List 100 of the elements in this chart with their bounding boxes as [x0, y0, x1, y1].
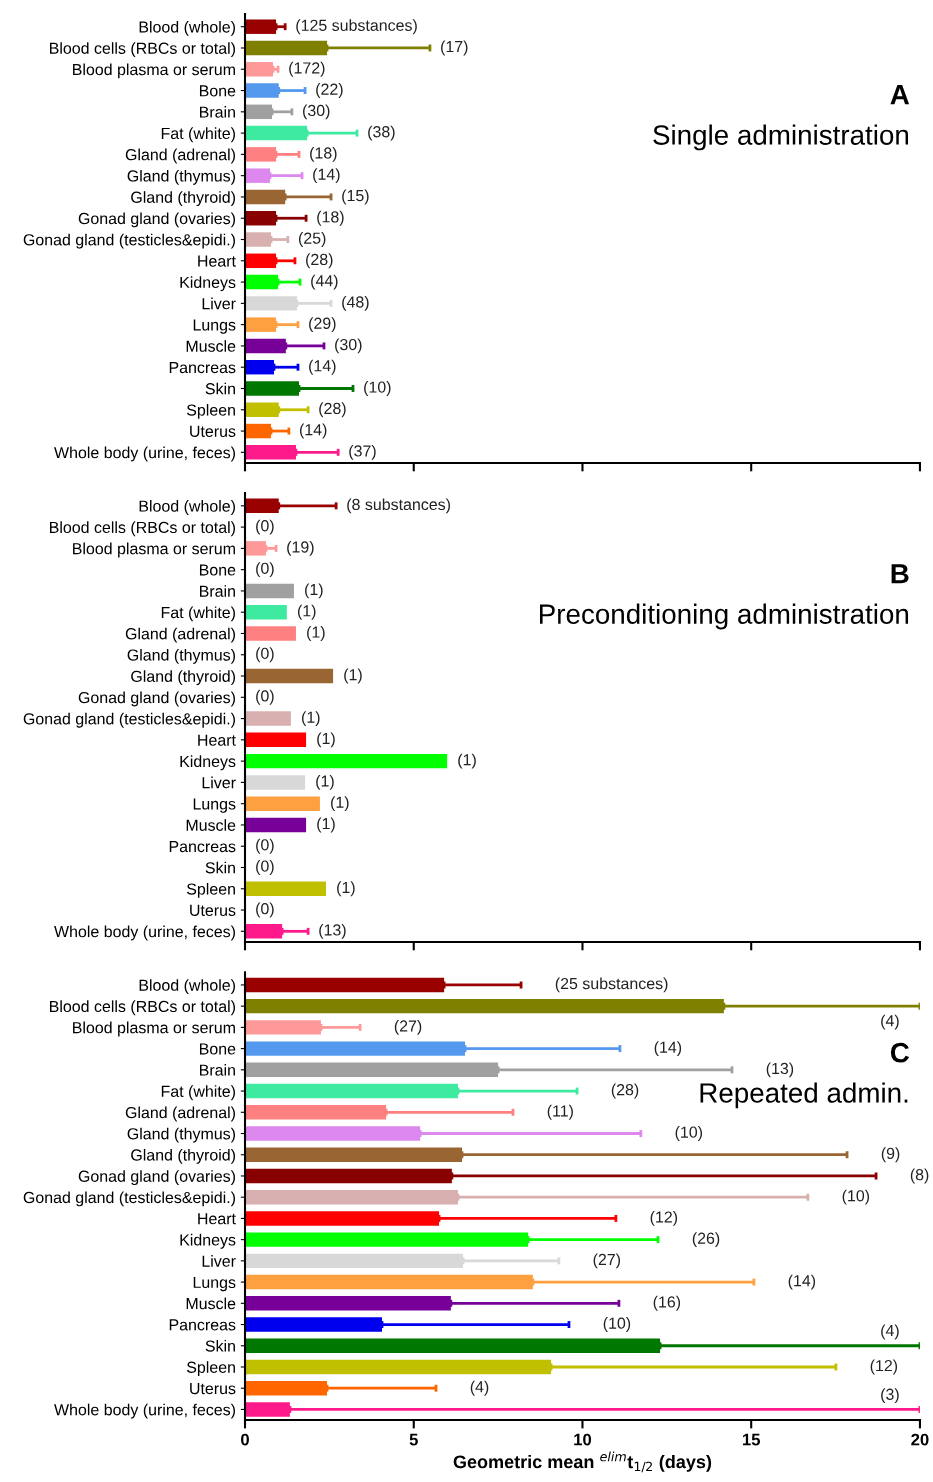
y-tick-label: Heart: [198, 1213, 236, 1225]
annotation: (1): [337, 881, 355, 897]
y-tick-label: Brain: [200, 585, 235, 597]
text: Repeated admin.: [700, 1082, 908, 1109]
x-tick-label: 15: [742, 1433, 761, 1446]
annotation: (1): [305, 583, 323, 599]
bar: [245, 604, 287, 620]
y-tick-label: Heart: [198, 734, 236, 746]
bar: [245, 977, 445, 993]
x-tick-label: 20: [911, 1433, 929, 1446]
annotation: (14): [299, 423, 327, 439]
annotation: (18): [317, 210, 344, 226]
bar: [245, 732, 307, 748]
y-tick-label: Skin: [205, 861, 235, 874]
annotation: (4): [470, 1380, 489, 1396]
annotation: (0): [256, 860, 274, 875]
bar: [245, 753, 448, 769]
y-tick-label: Gonad gland (ovaries): [78, 691, 235, 707]
y-tick-label: Kidneys: [180, 276, 236, 292]
y-tick-label: Brain: [200, 106, 235, 118]
x-tick-label: 5: [409, 1433, 418, 1446]
y-tick-label: Lungs: [193, 319, 236, 334]
y-tick-label: Heart: [198, 255, 236, 267]
annotation: (27): [593, 1253, 621, 1269]
y-tick-label: Fat (white): [161, 127, 235, 143]
bar: [245, 1147, 462, 1162]
y-tick-label: Liver: [202, 776, 236, 789]
bar: [245, 796, 320, 811]
bar: [245, 1253, 464, 1269]
annotation: (125 substances): [296, 19, 417, 35]
annotation: (14): [313, 168, 340, 184]
bar: [245, 1189, 458, 1205]
bar: [245, 1402, 290, 1417]
annotation: (13): [766, 1062, 794, 1078]
y-tick-label: Muscle: [186, 1297, 236, 1310]
bar: [245, 583, 294, 599]
annotation: (1): [317, 817, 335, 833]
y-tick-label: Blood plasma or serum: [73, 1021, 235, 1037]
bar: [245, 1338, 661, 1353]
y-tick-label: Spleen: [186, 882, 235, 898]
y-tick-label: Gland (adrenal): [125, 627, 235, 643]
y-tick-label: Skin: [205, 382, 235, 395]
annotation: (28): [319, 402, 346, 418]
bar: [245, 40, 328, 56]
bar: [245, 211, 277, 226]
bar: [245, 541, 266, 556]
annotation: (172): [289, 61, 325, 77]
annotation: A: [890, 85, 910, 105]
y-tick-label: Lungs: [193, 1276, 236, 1292]
annotation: (25): [298, 232, 326, 247]
y-tick-label: Lungs: [193, 798, 236, 813]
annotation: B: [891, 564, 909, 584]
annotation: (1): [302, 711, 320, 727]
bar: [245, 1317, 383, 1332]
bar: [245, 359, 275, 375]
annotation: (0): [256, 647, 274, 663]
bar: [245, 19, 277, 34]
y-tick-label: Kidneys: [180, 755, 236, 771]
bar: [245, 402, 279, 418]
y-tick-label: Whole body (urine, feces): [54, 925, 235, 941]
bar: [245, 1041, 466, 1056]
annotation: (26): [692, 1232, 720, 1248]
bar: [245, 445, 296, 460]
annotation: (11): [547, 1104, 573, 1120]
y-tick-label: Bone: [199, 564, 236, 576]
text: Preconditioning administration: [539, 603, 909, 630]
annotation: (14): [309, 359, 336, 375]
bar: [245, 232, 271, 247]
annotation: (16): [653, 1295, 681, 1311]
y-tick-label: Pancreas: [169, 841, 236, 853]
y-tick-label: Liver: [202, 1255, 236, 1267]
annotation: (48): [342, 295, 369, 311]
annotation: (3): [881, 1388, 899, 1404]
annotation: (28): [611, 1083, 639, 1099]
x-tick-label: 0: [241, 1433, 249, 1446]
x-tick-label: 10: [574, 1433, 592, 1446]
bar: [245, 1062, 499, 1078]
bar: [245, 1105, 387, 1120]
bar: [245, 83, 279, 98]
y-tick-label: Gland (thymus): [127, 169, 235, 185]
y-tick-label: Blood (whole): [139, 500, 235, 515]
y-tick-label: Blood (whole): [139, 979, 235, 995]
annotation: (27): [394, 1019, 422, 1035]
y-tick-label: Muscle: [186, 340, 236, 352]
annotation: (0): [256, 689, 274, 705]
annotation: (0): [256, 519, 274, 535]
y-tick-label: Pancreas: [169, 1319, 236, 1331]
bar: [245, 1232, 529, 1247]
bar: [245, 253, 277, 269]
annotation: (1): [331, 796, 349, 812]
bar: [245, 1168, 452, 1184]
y-tick-label: Muscle: [186, 819, 236, 831]
bar: [245, 1274, 533, 1290]
bar: [245, 881, 326, 897]
annotation: (1): [458, 753, 476, 769]
annotation: (10): [364, 381, 391, 396]
y-tick-label: Spleen: [186, 403, 235, 419]
y-tick-label: Skin: [205, 1339, 235, 1352]
y-tick-label: Gland (adrenal): [125, 148, 235, 164]
y-tick-label: Uterus: [190, 904, 236, 916]
